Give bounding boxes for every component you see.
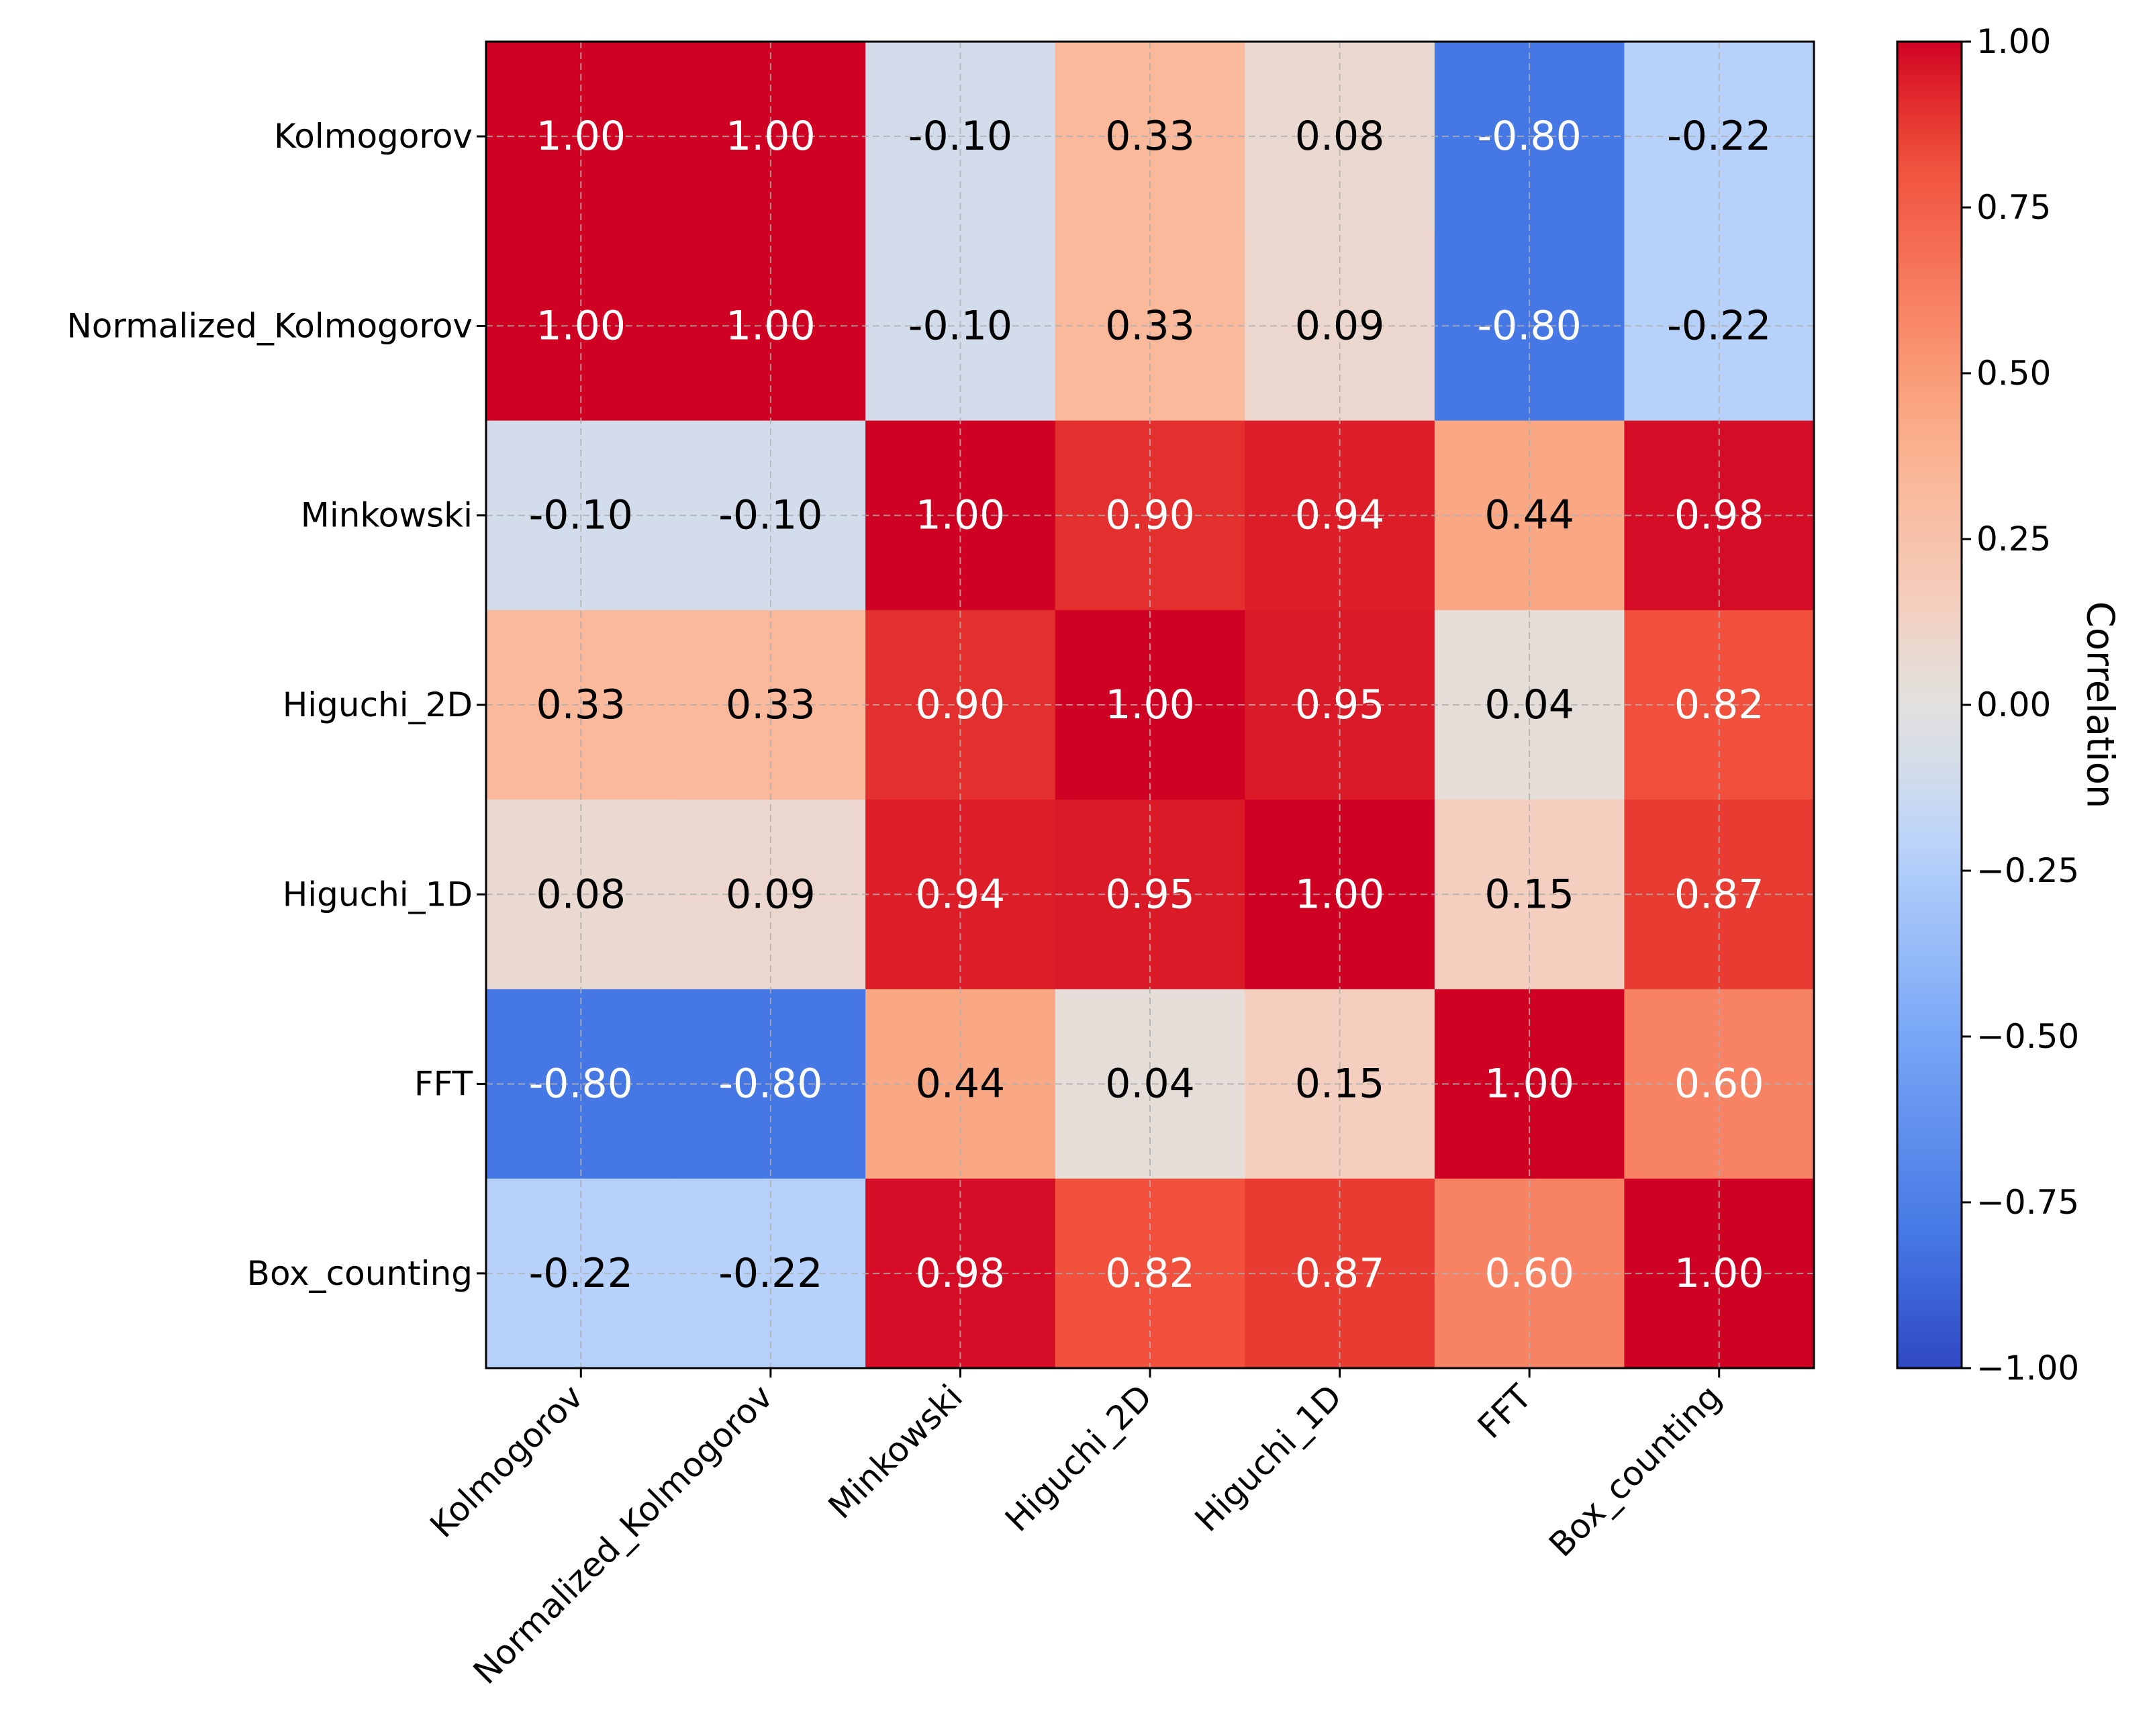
y-tick-label: Normalized_Kolmogorov [66, 306, 473, 345]
cell-value-label: 1.00 [1674, 1250, 1764, 1297]
cell-value-label: 1.00 [536, 302, 626, 349]
cell-value-label: 0.98 [916, 1250, 1006, 1297]
x-tick-label: Minkowski [821, 1377, 970, 1526]
cell-value-label: 0.15 [1484, 871, 1574, 918]
cell-value-label: 0.95 [1295, 681, 1385, 728]
cell-value-label: -0.80 [529, 1061, 633, 1108]
cell-value-label: 0.08 [536, 871, 626, 918]
cell-value-label: -0.10 [908, 302, 1012, 349]
plot-frame [485, 40, 1815, 1369]
cell-value-label: 0.90 [1105, 492, 1195, 539]
colorbar: 1.00 0.75 0.50 0.25 0.00 −0.25 −0.50 −0.75 −1.00… [1896, 22, 2122, 1388]
colorbar-tick-label: 0.50 [1976, 354, 2051, 393]
cell-value-label: 0.44 [1484, 492, 1574, 539]
cell-value-label: 0.87 [1674, 871, 1764, 918]
cell-value-label: 0.98 [1674, 492, 1764, 539]
x-tick-label: Higuchi_2D [998, 1377, 1159, 1539]
cell-value-label: 0.08 [1295, 113, 1385, 160]
x-tick-label: Box_counting [1541, 1377, 1729, 1564]
colorbar-tick-label: −0.50 [1976, 1017, 2079, 1056]
cell-value-label: -0.80 [1478, 113, 1582, 160]
cell-value-label: 1.00 [726, 113, 816, 160]
y-tick-label: Box_counting [247, 1254, 473, 1293]
cell-value-label: 0.04 [1105, 1061, 1195, 1108]
cell-value-label: 0.87 [1295, 1250, 1385, 1297]
cell-value-label: -0.10 [529, 492, 633, 539]
y-tick-label: Higuchi_1D [283, 875, 473, 914]
heatmap-cell [486, 610, 677, 800]
cell-value-label: 0.33 [1105, 302, 1195, 349]
cell-value-label: 0.82 [1674, 681, 1764, 728]
cell-value-label: 1.00 [536, 113, 626, 160]
cell-value-label: 1.00 [726, 302, 816, 349]
cell-value-label: -0.10 [908, 113, 1012, 160]
x-tick-label: Kolmogorov [422, 1377, 590, 1545]
cell-value-label: 0.33 [1105, 113, 1195, 160]
cell-value-label: 0.94 [1295, 492, 1385, 539]
colorbar-tick-label: 0.00 [1976, 685, 2051, 724]
colorbar-tick-label: −0.25 [1976, 851, 2079, 890]
heatmap-gridlines [486, 42, 1814, 1368]
x-tick-label: Higuchi_1D [1188, 1377, 1349, 1539]
cell-value-label: 0.04 [1484, 681, 1574, 728]
cell-value-label: 1.00 [1295, 871, 1385, 918]
x-tick-label: FFT [1470, 1377, 1539, 1446]
colorbar-tick-label: −1.00 [1976, 1349, 2079, 1388]
colorbar-gradient [1896, 40, 1963, 1369]
cell-value-label: 0.44 [916, 1061, 1006, 1108]
y-axis-tick-labels: Kolmogorov Normalized_Kolmogorov Minkowski… [66, 117, 486, 1293]
heatmap-cell-labels: 1.00 1.00 -0.10 0.33 0.08 -0.80 -0.22 1.00 1.00 -… [529, 113, 1772, 1297]
cell-value-label: 0.82 [1105, 1250, 1195, 1297]
cell-value-label: 1.00 [916, 492, 1006, 539]
heatmap-cell [1624, 42, 1815, 232]
colorbar-tick-label: 1.00 [1976, 22, 2051, 61]
colorbar-tick-label: −0.75 [1976, 1183, 2079, 1222]
colorbar-tick-label: 0.25 [1976, 520, 2051, 559]
cell-value-label: 0.90 [916, 681, 1006, 728]
cell-value-label: 0.95 [1105, 871, 1195, 918]
cell-value-label: 0.60 [1674, 1061, 1764, 1108]
cell-value-label: 0.15 [1295, 1061, 1385, 1108]
cell-value-label: 0.09 [1295, 302, 1385, 349]
cell-value-label: -0.22 [529, 1250, 633, 1297]
cell-value-label: 1.00 [1105, 681, 1195, 728]
colorbar-ticks: 1.00 0.75 0.50 0.25 0.00 −0.25 −0.50 −0.75 −1.00 [1962, 22, 2079, 1388]
y-tick-label: Kolmogorov [274, 117, 473, 156]
cell-value-label: 0.94 [916, 871, 1006, 918]
cell-value-label: -0.22 [1667, 302, 1771, 349]
heatmap-cell [1055, 42, 1245, 232]
cell-value-label: -0.80 [718, 1061, 822, 1108]
colorbar-tick-label: 0.75 [1976, 188, 2051, 227]
heatmap-cell [1624, 610, 1815, 800]
y-tick-label: FFT [414, 1065, 473, 1104]
cell-value-label: 1.00 [1484, 1061, 1574, 1108]
heatmap-cell [486, 42, 677, 232]
cell-value-label: 0.33 [536, 681, 626, 728]
cell-value-label: 0.60 [1484, 1250, 1574, 1297]
cell-value-label: 0.09 [726, 871, 816, 918]
x-tick-label: Normalized_Kolmogorov [466, 1377, 781, 1692]
y-tick-label: Minkowski [301, 496, 473, 535]
colorbar-label: Correlation [2078, 601, 2122, 809]
cell-value-label: -0.22 [718, 1250, 822, 1297]
cell-value-label: -0.80 [1478, 302, 1582, 349]
y-tick-label: Higuchi_2D [283, 685, 473, 724]
cell-value-label: -0.22 [1667, 113, 1771, 160]
heatmap-cell [1055, 610, 1245, 800]
cell-value-label: 0.33 [726, 681, 816, 728]
cell-value-label: -0.10 [718, 492, 822, 539]
